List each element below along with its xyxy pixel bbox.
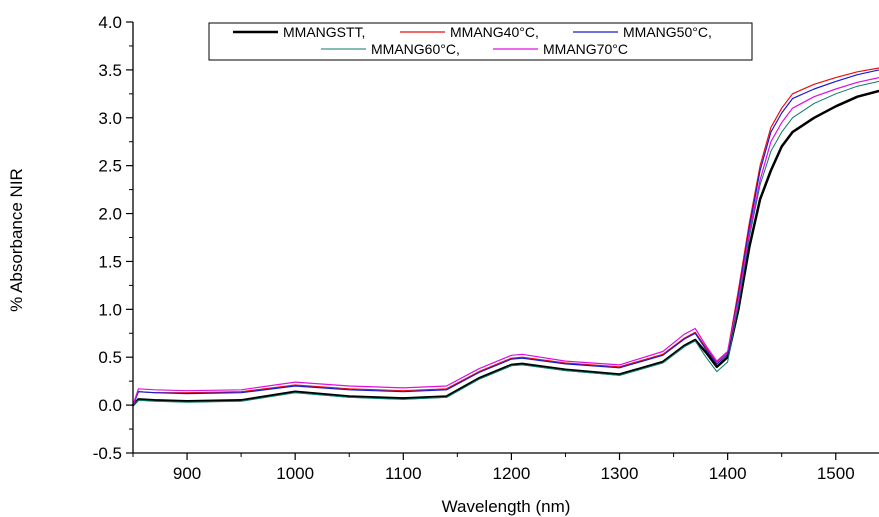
y-tick-label: 0.5 [98,348,122,367]
series-line-1 [131,89,879,407]
y-tick-label: 0.0 [98,396,122,415]
legend-label: MMANG40°C, [450,24,539,40]
legend-label: MMANGSTT, [283,24,365,40]
legend-label: MMANG60°C, [371,41,460,57]
series-line-3 [132,69,879,406]
x-tick-label: 1200 [492,464,530,483]
x-tick-label: 1000 [276,464,314,483]
x-tick-label: 1500 [817,464,855,483]
plot-area [131,67,879,407]
legend-label: MMANG70°C [543,41,628,57]
y-tick-label: 3.5 [98,61,122,80]
y-tick-label: 1.0 [98,300,122,319]
y-tick-label: -0.5 [93,444,122,463]
series-line-5 [132,76,879,406]
x-tick-label: 1400 [709,464,747,483]
x-tick-label: 900 [173,464,201,483]
x-tick-label: 1100 [385,464,422,483]
x-axis-title: Wavelength (nm) [442,497,571,516]
x-tick-label: 1300 [601,464,639,483]
legend: MMANGSTT, MMANG40°C, MMANG50°C, MMANG60°C, M… [208,22,753,61]
y-tick-label: 3.0 [98,109,122,128]
legend-label: MMANG50°C, [623,24,712,40]
y-tick-label: 4.0 [98,13,122,32]
series-line-2 [132,67,879,406]
y-tick-label: 1.5 [98,252,122,271]
y-tick-label: 2.0 [98,205,122,224]
series-line-4 [132,80,879,406]
y-axis-title: % Absorbance NIR [7,168,26,312]
axes: -0.5 0.0 0.5 1.0 1.5 2.0 2.5 3.0 3.5 4.0 900 1000 11… [93,13,879,483]
legend-box [208,22,753,61]
y-tick-label: 2.5 [98,157,122,176]
